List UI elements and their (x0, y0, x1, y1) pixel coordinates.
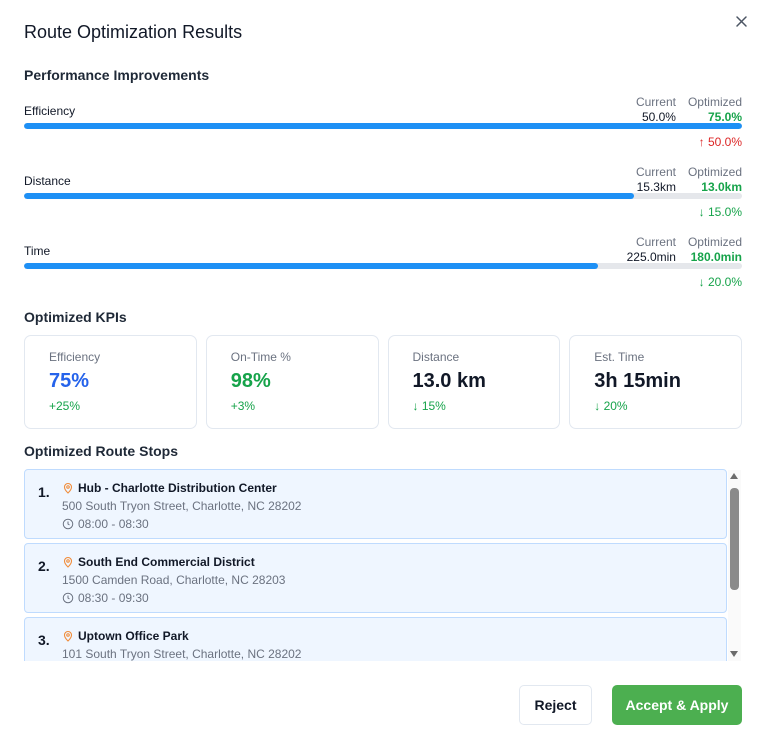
delta-value: ↓ 15.0% (698, 205, 742, 219)
stop-address: 1500 Camden Road, Charlotte, NC 28203 (62, 573, 286, 587)
progress-track (24, 193, 742, 199)
scroll-down-arrow-icon[interactable] (730, 651, 738, 657)
performance-title: Performance Improvements (24, 67, 210, 83)
stop-address: 101 South Tryon Street, Charlotte, NC 28… (62, 647, 302, 661)
kpi-value: 75% (49, 370, 90, 392)
delta-value: ↑ 50.0% (698, 135, 742, 149)
current-value: 15.3km (636, 180, 676, 194)
kpi-label: Est. Time (594, 350, 645, 364)
optimized-caption: Optimized (687, 95, 742, 109)
kpi-change: ↓ 20% (594, 399, 628, 413)
stops-title: Optimized Route Stops (24, 443, 178, 459)
kpi-value: 3h 15min (594, 370, 681, 392)
scrollbar-thumb[interactable] (730, 488, 739, 590)
stop-time: 08:30 - 09:30 (78, 591, 149, 605)
scroll-up-arrow-icon[interactable] (730, 473, 738, 479)
close-icon (736, 16, 747, 27)
progress-fill (24, 123, 742, 129)
close-button[interactable] (733, 13, 751, 31)
stop-name: Hub - Charlotte Distribution Center (78, 481, 277, 495)
kpi-card-efficiency: Efficiency 75% +25% (24, 335, 197, 429)
current-value: 225.0min (626, 250, 676, 264)
kpi-change: ↓ 15% (412, 399, 446, 413)
kpi-value: 98% (230, 370, 271, 392)
metric-time: Time Current 225.0min Optimized 180.0min… (24, 235, 742, 305)
stop-name: South End Commercial District (78, 555, 255, 569)
reject-button[interactable]: Reject (519, 685, 592, 725)
kpi-label: Efficiency (49, 350, 101, 364)
current-value: 50.0% (641, 110, 676, 124)
progress-track (24, 263, 742, 269)
metric-distance: Distance Current 15.3km Optimized 13.0km… (24, 165, 742, 235)
metric-label: Distance (24, 174, 71, 188)
accept-apply-button[interactable]: Accept & Apply (612, 685, 742, 725)
metric-label: Efficiency (24, 104, 76, 118)
kpi-change: +3% (230, 399, 256, 413)
kpi-change: +25% (49, 399, 81, 413)
kpi-card-est-time: Est. Time 3h 15min ↓ 20% (569, 335, 742, 429)
kpi-card-distance: Distance 13.0 km ↓ 15% (387, 335, 561, 429)
dialog-title: Route Optimization Results (24, 22, 243, 42)
current-caption: Current (635, 95, 676, 109)
stop-number: 3. (38, 632, 50, 648)
stop-item[interactable]: 3. Uptown Office Park 101 South Tryon St… (24, 617, 727, 661)
stop-number: 2. (38, 558, 50, 574)
kpi-card-on-time: On-Time % 98% +3% (205, 335, 379, 429)
stop-time: 08:00 - 08:30 (78, 517, 149, 531)
delta-value: ↓ 20.0% (698, 275, 742, 289)
kpi-label: On-Time % (230, 350, 291, 364)
optimized-caption: Optimized (687, 235, 742, 249)
optimized-value: 13.0km (701, 180, 742, 194)
kpi-grid: Efficiency 75% +25% On-Time % 98% +3% Di… (24, 335, 742, 429)
optimized-value: 180.0min (690, 250, 742, 264)
stop-number: 1. (38, 484, 50, 500)
stop-item[interactable]: 1. Hub - Charlotte Distribution Center 5… (24, 469, 727, 539)
stop-item[interactable]: 2. South End Commercial District 1500 Ca… (24, 543, 727, 613)
optimized-value: 75.0% (707, 110, 742, 124)
kpis-title: Optimized KPIs (24, 309, 127, 325)
progress-fill (24, 263, 599, 269)
metric-label: Time (24, 244, 51, 258)
clock-icon (62, 518, 74, 530)
progress-track (24, 123, 742, 129)
stops-scrollbar[interactable] (728, 470, 741, 661)
map-pin-icon (63, 630, 73, 642)
clock-icon (62, 592, 74, 604)
kpi-label: Distance (412, 350, 460, 364)
optimized-caption: Optimized (687, 165, 742, 179)
stop-name: Uptown Office Park (78, 629, 189, 643)
current-caption: Current (635, 165, 676, 179)
stop-address: 500 South Tryon Street, Charlotte, NC 28… (62, 499, 302, 513)
map-pin-icon (63, 556, 73, 568)
map-pin-icon (63, 482, 73, 494)
progress-fill (24, 193, 635, 199)
current-caption: Current (635, 235, 676, 249)
metric-efficiency: Efficiency Current 50.0% Optimized 75.0%… (24, 95, 742, 165)
kpi-value: 13.0 km (412, 370, 486, 392)
route-stops-list[interactable]: 1. Hub - Charlotte Distribution Center 5… (24, 468, 742, 661)
